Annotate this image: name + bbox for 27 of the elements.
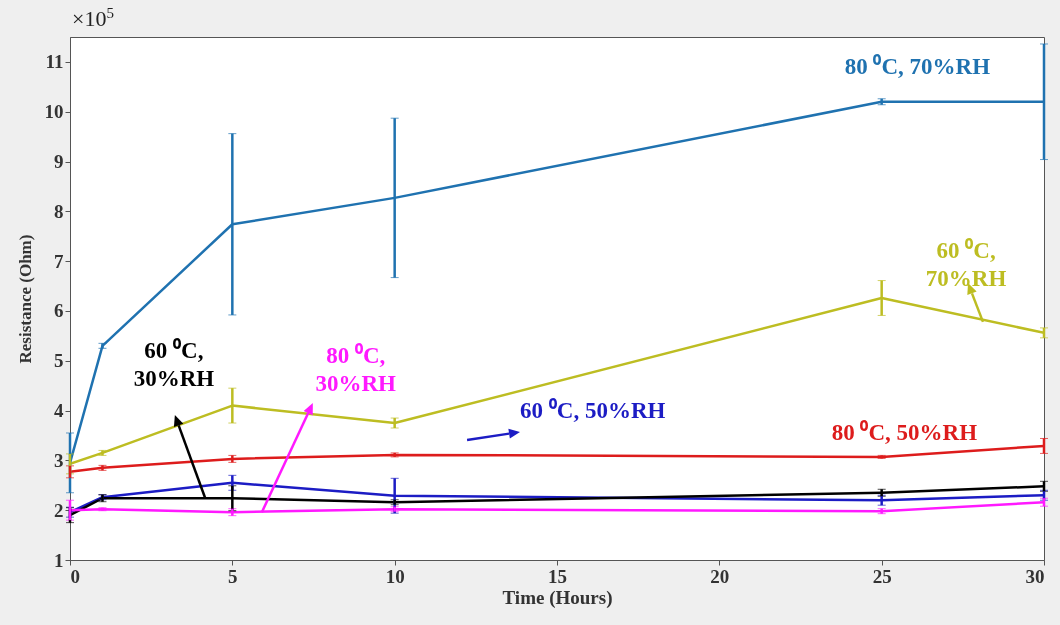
y-tick-label: 4: [54, 400, 64, 422]
y-tick-label: 9: [54, 151, 64, 173]
y-tick-label: 10: [44, 101, 64, 123]
y-tick-label: 7: [54, 250, 64, 272]
y-tick-label: 11: [45, 51, 64, 73]
x-tick-label: 25: [872, 565, 892, 587]
text: 60 ⁰C, 50%RH: [520, 396, 666, 423]
text: ×10$^{5}$: [72, 5, 114, 33]
x-tick-label: 20: [710, 565, 730, 587]
y-tick-label: 6: [54, 300, 64, 322]
series-label: 80 ⁰C, 50%RH: [831, 418, 978, 445]
y-axis-title: Resistance (Ohm): [15, 234, 35, 364]
y-tick-label: 5: [54, 350, 64, 372]
y-tick-label: 1: [54, 549, 64, 571]
y-tick-label: 8: [54, 200, 64, 222]
x-tick-label: 0: [70, 565, 80, 587]
y-tick-label: 3: [54, 449, 64, 471]
x-tick-label: 30: [1025, 565, 1045, 587]
series-label: 80 ⁰C, 70%RH: [844, 52, 991, 79]
text: 60 ⁰C, 30%RH: [133, 336, 215, 391]
x-axis-title: Time (Hours): [502, 586, 613, 609]
series-label: 60 ⁰C, 70%RH: [925, 237, 1007, 292]
x-tick-label: 10: [385, 565, 405, 587]
x-tick-label: 15: [548, 565, 567, 587]
text: 80 ⁰C, 30%RH: [315, 341, 397, 396]
x-tick-label: 5: [228, 565, 238, 587]
y-tick-label: 2: [54, 499, 64, 521]
